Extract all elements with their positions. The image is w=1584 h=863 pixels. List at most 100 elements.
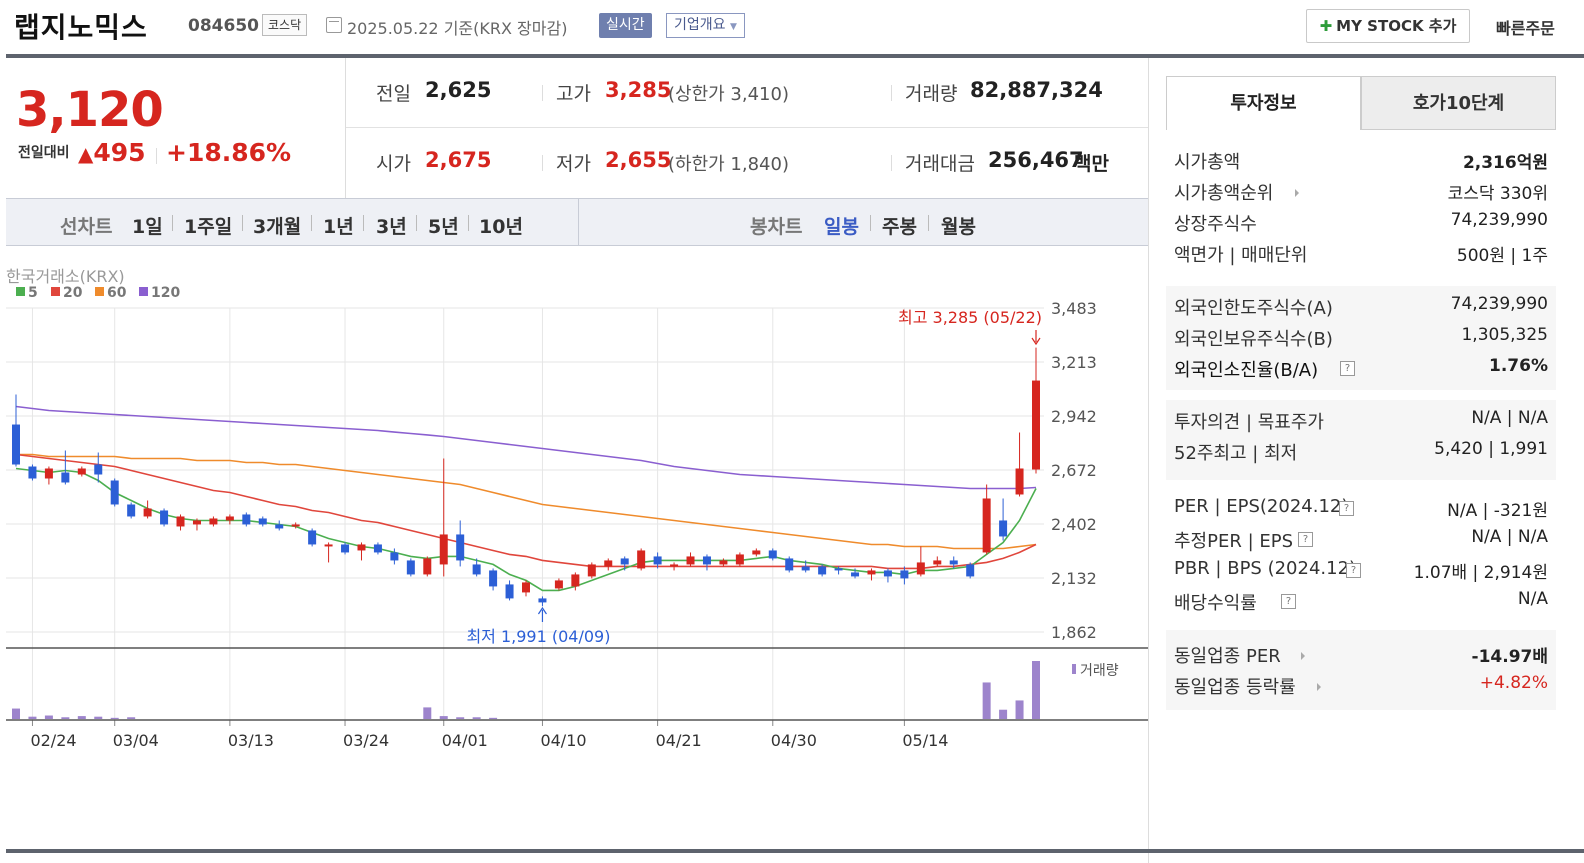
low-value: 2,655 bbox=[605, 148, 672, 172]
tab-3m[interactable]: 3개월 bbox=[253, 216, 302, 238]
x-tick-label: 04/10 bbox=[540, 731, 586, 750]
candle-body bbox=[242, 514, 251, 525]
tab-group-divider bbox=[578, 199, 579, 246]
price-box: 3,120 전일대비 ▲495 +18.86% bbox=[6, 58, 346, 198]
candle-body bbox=[883, 570, 892, 577]
divider bbox=[416, 215, 417, 231]
info-label: 외국인한도주식수(A) bbox=[1174, 298, 1333, 319]
calendar-icon bbox=[326, 17, 342, 33]
info-section-1: 시가총액 2,316억원 시가총액순위 코스닥 330위 상장주식수 74,239,990… bbox=[1166, 130, 1556, 278]
candle-body bbox=[538, 598, 547, 603]
info-tabs: 투자정보 호가10단계 bbox=[1166, 76, 1556, 130]
volume-bar bbox=[489, 717, 498, 719]
tab-10y[interactable]: 10년 bbox=[479, 216, 523, 238]
low-label: 저가 bbox=[556, 153, 591, 175]
amount-unit: 백만 bbox=[1074, 153, 1109, 175]
candle-body bbox=[768, 550, 777, 559]
candle-body bbox=[357, 544, 366, 551]
invest-info-panel: 투자정보 호가10단계 시가총액 2,316억원 시가총액순위 코스닥 330위 상장주… bbox=[1148, 58, 1584, 863]
y-tick-label: 2,132 bbox=[1051, 569, 1097, 588]
tab-weekly[interactable]: 주봉 bbox=[882, 216, 917, 238]
info-label: 시가총액순위 bbox=[1174, 183, 1274, 204]
info-row: 52주최고 | 최저 5,420 | 1,991 bbox=[1174, 439, 1548, 470]
volume-bar bbox=[110, 717, 119, 719]
info-row: 액면가 | 매매단위 500원 | 1주 bbox=[1174, 241, 1548, 272]
candle-body bbox=[949, 560, 958, 565]
add-mystock-button[interactable]: ✚ MY STOCK 추가 bbox=[1306, 9, 1470, 43]
candle-body bbox=[1015, 468, 1024, 495]
tab-orderbook[interactable]: 호가10단계 bbox=[1361, 76, 1556, 130]
divider bbox=[156, 148, 157, 164]
volume-label: 거래량 bbox=[905, 83, 958, 105]
candle-body bbox=[94, 464, 103, 475]
help-icon[interactable]: ? bbox=[1340, 361, 1355, 376]
chevron-right-icon bbox=[1301, 652, 1305, 660]
volume-legend-swatch bbox=[1072, 664, 1076, 674]
candle-body bbox=[867, 570, 876, 575]
candle-body bbox=[275, 524, 284, 529]
info-row: 투자의견 | 목표주가 N/A | N/A bbox=[1174, 408, 1548, 439]
candle-body bbox=[44, 468, 53, 479]
volume-bar bbox=[1032, 661, 1040, 719]
tab-3y[interactable]: 3년 bbox=[376, 216, 407, 238]
x-tick-label: 02/24 bbox=[30, 731, 76, 750]
info-row[interactable]: 동일업종 PER -14.97배 bbox=[1174, 642, 1548, 673]
divider bbox=[242, 215, 243, 231]
candle-body bbox=[686, 556, 695, 565]
tab-invest-info[interactable]: 투자정보 bbox=[1166, 76, 1361, 130]
divider bbox=[363, 215, 364, 231]
price-change: ▲495 bbox=[78, 138, 146, 167]
candle-body bbox=[620, 558, 629, 565]
candle-body bbox=[472, 564, 481, 575]
info-section-2: 외국인한도주식수(A) 74,239,990 외국인보유주식수(B) 1,305,32… bbox=[1166, 286, 1556, 390]
company-info-dropdown[interactable]: 기업개요 ▼ bbox=[666, 13, 745, 38]
info-label: 동일업종 PER bbox=[1174, 646, 1281, 667]
info-row: PBR | BPS (2024.12)? 1.07배 | 2,914원 bbox=[1174, 558, 1548, 589]
ma5-line bbox=[15, 467, 1037, 592]
divider bbox=[542, 85, 543, 101]
info-label: 52주최고 | 최저 bbox=[1174, 443, 1298, 464]
low-annotation: 최저 1,991 (04/09) bbox=[466, 627, 610, 646]
info-value: -14.97배 bbox=[1471, 647, 1548, 667]
candle-body bbox=[489, 570, 498, 587]
candle-body bbox=[571, 574, 580, 587]
candle-body bbox=[61, 472, 70, 483]
help-icon[interactable]: ? bbox=[1346, 563, 1361, 578]
help-icon[interactable]: ? bbox=[1339, 501, 1354, 516]
info-row: 추정PER | EPS? N/A | N/A bbox=[1174, 527, 1548, 558]
base-date: 2025.05.22 기준(KRX 장마감) bbox=[347, 19, 568, 38]
amount-label: 거래대금 bbox=[905, 153, 975, 175]
candle-body bbox=[12, 424, 20, 465]
tab-1w[interactable]: 1주일 bbox=[184, 216, 233, 238]
y-tick-label: 2,402 bbox=[1051, 515, 1097, 534]
x-tick-label: 03/04 bbox=[113, 731, 159, 750]
tab-5y[interactable]: 5년 bbox=[428, 216, 459, 238]
info-row[interactable]: 시가총액순위 코스닥 330위 bbox=[1174, 179, 1548, 210]
realtime-button[interactable]: 실시간 bbox=[599, 13, 652, 38]
plus-icon: ✚ bbox=[1319, 17, 1333, 35]
chevron-right-icon bbox=[1295, 189, 1299, 197]
tab-1d[interactable]: 1일 bbox=[132, 216, 163, 238]
info-row[interactable]: 동일업종 등락률 +4.82% bbox=[1174, 673, 1548, 704]
candle-body bbox=[851, 572, 860, 577]
candle-body bbox=[522, 582, 530, 593]
candle-body bbox=[670, 564, 679, 567]
info-label: 외국인보유주식수(B) bbox=[1174, 329, 1333, 350]
candle-body bbox=[390, 552, 399, 561]
info-value: 코스닥 330위 bbox=[1447, 184, 1548, 204]
volume-bar bbox=[999, 709, 1008, 719]
help-icon[interactable]: ? bbox=[1298, 532, 1313, 547]
candle-body bbox=[423, 558, 432, 575]
quick-order-button[interactable]: 빠른주문 bbox=[1496, 19, 1555, 38]
help-icon[interactable]: ? bbox=[1281, 594, 1296, 609]
candle-body bbox=[341, 544, 350, 553]
tab-monthly[interactable]: 월봉 bbox=[941, 216, 976, 238]
tab-daily[interactable]: 일봉 bbox=[824, 216, 859, 238]
tab-1y[interactable]: 1년 bbox=[323, 216, 354, 238]
price-chart[interactable]: 한국거래소(KRX) 5 20 60 120 거래량 최고 3,285 (05/22)… bbox=[6, 246, 1148, 806]
info-label: PBR | BPS (2024.12) bbox=[1174, 558, 1357, 579]
chart-tabbar: 선차트 1일 1주일 3개월 1년 3년 5년 10년 봉차트 일봉 주봉 월봉 bbox=[6, 198, 1148, 246]
ma-legend: 5 20 60 120 bbox=[16, 285, 180, 301]
open-label: 시가 bbox=[376, 153, 411, 175]
candle-body bbox=[818, 566, 827, 575]
